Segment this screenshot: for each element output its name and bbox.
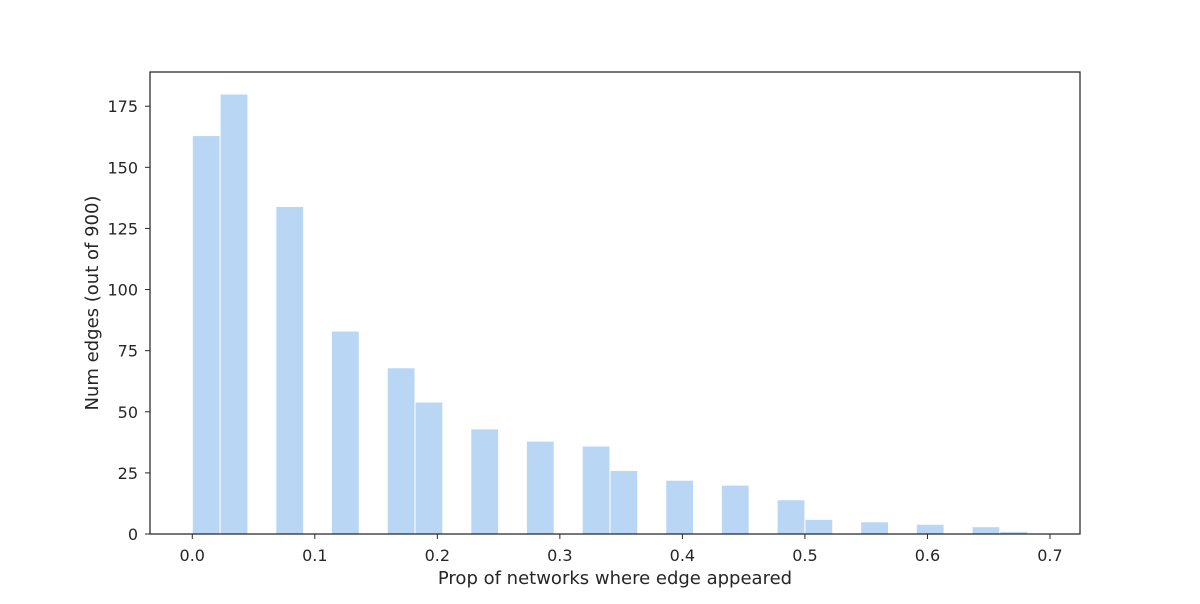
- x-tick-label-6: 0.6: [915, 546, 940, 565]
- histogram-bar-16: [971, 526, 1001, 535]
- histogram-bar-3: [330, 330, 360, 535]
- y-tick-label-6: 150: [107, 158, 138, 177]
- y-tick-label-0: 0: [128, 525, 138, 544]
- x-tick-label-7: 0.7: [1037, 546, 1062, 565]
- y-tick-label-4: 100: [107, 281, 138, 300]
- x-ticks: 0.0 0.1 0.2 0.3 0.4 0.5 0.6 0.7: [180, 534, 1063, 565]
- histogram-bar-7: [525, 440, 555, 535]
- histogram-bar-12: [776, 499, 806, 535]
- histogram-bar-13: [804, 518, 834, 535]
- histogram-bar-2: [275, 205, 305, 535]
- plot-frame: [149, 71, 1081, 535]
- histogram-bar-14: [860, 521, 889, 535]
- x-axis-label: Prop of networks where edge appeared: [438, 568, 792, 589]
- x-tick-label-4: 0.4: [670, 546, 695, 565]
- x-tick-label-1: 0.1: [302, 546, 327, 565]
- x-tick-label-0: 0.0: [180, 546, 205, 565]
- y-tick-label-7: 175: [107, 97, 138, 116]
- histogram-bar-11: [720, 484, 750, 535]
- histogram-bar-6: [470, 428, 500, 535]
- x-tick-label-3: 0.3: [547, 546, 572, 565]
- y-tick-label-1: 25: [118, 464, 138, 483]
- y-tick-label-5: 125: [107, 219, 138, 238]
- histogram-bar-5: [414, 401, 444, 535]
- histogram-bar-9: [609, 469, 639, 535]
- y-tick-label-3: 75: [118, 342, 138, 361]
- histogram-bar-1: [219, 93, 249, 535]
- x-tick-label-5: 0.5: [792, 546, 817, 565]
- y-ticks: 0 25 50 75 100 125 150 175: [107, 97, 150, 544]
- y-tick-label-2: 50: [118, 403, 138, 422]
- histogram-bar-10: [665, 479, 695, 535]
- histogram-bar-15: [915, 523, 945, 535]
- histogram-bar-8: [581, 445, 611, 535]
- histogram-bar-4: [386, 367, 416, 535]
- x-tick-label-2: 0.2: [425, 546, 450, 565]
- y-axis-label: Num edges (out of 900): [82, 196, 103, 411]
- histogram-bar-0: [191, 135, 221, 535]
- bars-layer: [191, 93, 1029, 535]
